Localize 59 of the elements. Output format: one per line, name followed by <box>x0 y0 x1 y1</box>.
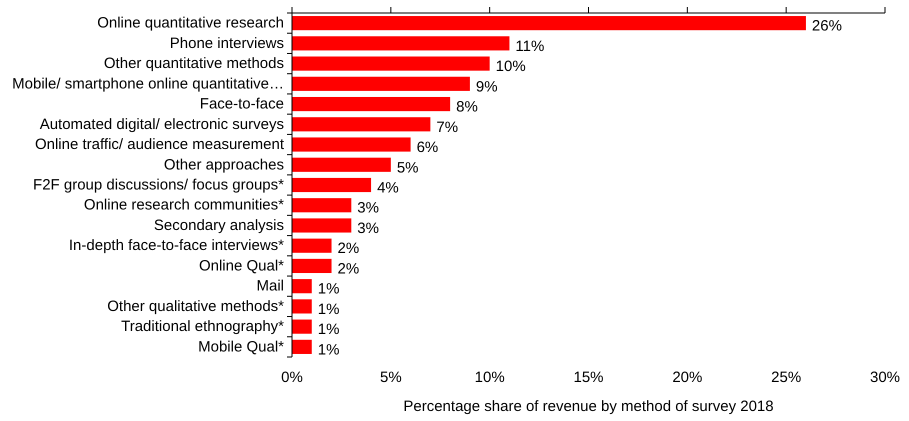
bar <box>292 320 312 334</box>
x-axis-title: Percentage share of revenue by method of survey 2018 <box>403 398 774 415</box>
y-tick-label: Online traffic/ audience measurement <box>34 136 285 154</box>
bar <box>292 36 510 50</box>
y-tick-label: Mail <box>256 278 284 295</box>
data-label: 1% <box>318 341 340 358</box>
bar <box>292 279 312 294</box>
y-tick-label: Mobile Qual* <box>198 338 284 356</box>
y-tick-label: Face-to-face <box>200 96 284 113</box>
bar <box>292 96 450 112</box>
x-tick-label: 10% <box>474 369 505 386</box>
y-tick-label: Online quantitative research <box>97 14 284 32</box>
data-label: 2% <box>338 260 360 278</box>
y-tick-label: F2F group discussions/ focus groups* <box>33 176 284 194</box>
x-tick-label: 25% <box>771 369 802 386</box>
data-label: 2% <box>338 240 360 258</box>
y-tick-label: Other qualitative methods* <box>107 298 284 315</box>
data-label: 1% <box>318 300 340 318</box>
data-label: 10% <box>496 58 526 76</box>
bar <box>292 218 352 233</box>
data-label: 4% <box>377 180 399 196</box>
data-label: 6% <box>416 139 438 156</box>
y-tick-label: Other quantitative methods <box>104 55 284 72</box>
y-tick-label: Traditional ethnography* <box>121 318 284 336</box>
bar <box>292 117 430 132</box>
x-tick-label: 5% <box>380 369 402 386</box>
bar <box>292 238 332 253</box>
data-label: 9% <box>476 78 498 96</box>
data-label: 3% <box>357 200 379 217</box>
bar <box>292 158 391 172</box>
y-tick-label: Secondary analysis <box>154 216 284 234</box>
bar <box>292 198 352 212</box>
y-tick-label: Automated digital/ electronic surveys <box>40 116 284 133</box>
bar <box>292 299 312 314</box>
y-tick-label: Other approaches <box>164 156 284 174</box>
y-tick-label: Online research communities* <box>84 196 284 214</box>
bar <box>292 340 312 354</box>
bar <box>292 178 372 192</box>
x-tick-label: 30% <box>870 369 900 386</box>
y-tick-label: Mobile/ smartphone online quantitative… <box>12 75 284 92</box>
x-tick-label: 15% <box>573 369 604 386</box>
y-tick-label: In-depth face-to-face interviews* <box>68 237 284 254</box>
data-label: 1% <box>318 321 340 338</box>
data-label: 5% <box>396 159 419 176</box>
x-tick-label: 0% <box>281 369 303 386</box>
y-tick-label: Phone interviews <box>170 34 284 52</box>
data-label: 8% <box>456 98 478 116</box>
bar <box>292 16 806 30</box>
bar <box>292 258 332 274</box>
data-label: 11% <box>515 38 544 55</box>
bar <box>292 76 470 91</box>
bar <box>292 56 490 71</box>
x-tick-label: 20% <box>672 369 702 386</box>
data-label: 7% <box>436 118 458 136</box>
y-tick-label: Online Qual* <box>198 257 284 274</box>
data-label: 1% <box>318 280 340 298</box>
data-label: 3% <box>357 220 379 237</box>
bar <box>292 137 411 152</box>
data-label: 26% <box>812 18 842 35</box>
